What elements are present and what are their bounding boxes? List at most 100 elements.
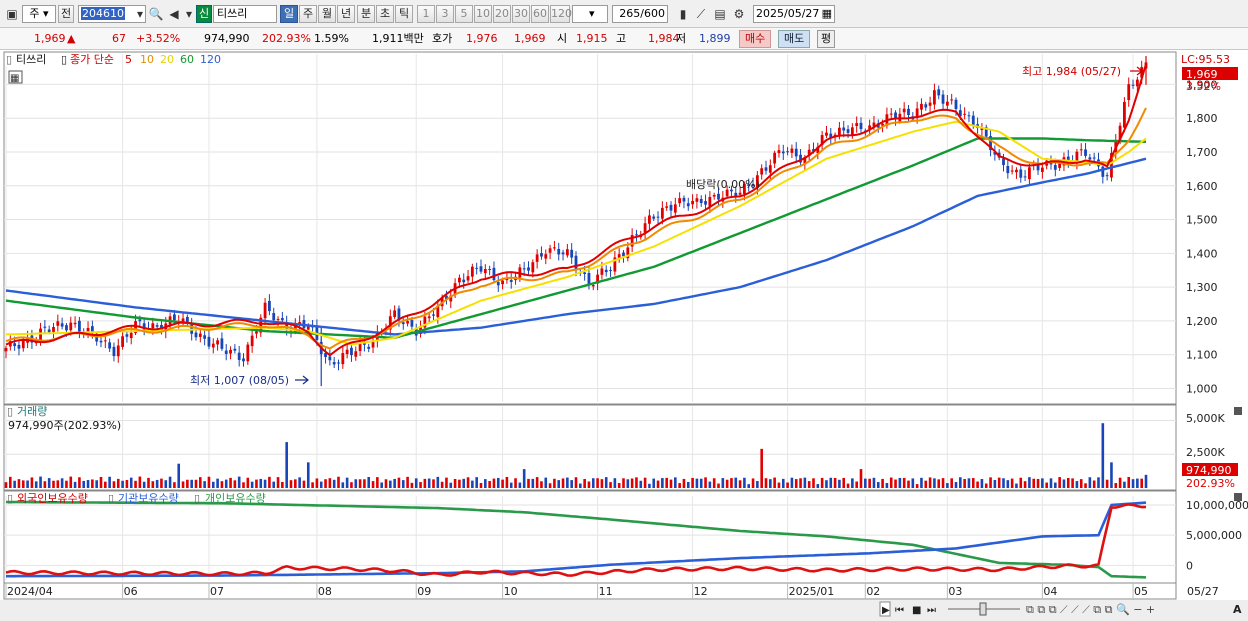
tool-icons[interactable]: ⧉ ⧉ ⧉ ⟋ ⟋ ⟋ ⧉ ⧉ 🔍 − + <box>1026 602 1155 616</box>
volume-bar <box>609 482 612 488</box>
chevron-down-icon[interactable]: ▾ <box>136 7 144 21</box>
volume-bar <box>155 479 159 488</box>
search-icon[interactable]: 🔍 <box>148 7 164 21</box>
volume-bar <box>622 478 625 488</box>
candle-body <box>263 302 267 319</box>
prev-button[interactable]: 전 <box>58 5 74 23</box>
layout-icon[interactable]: ▣ <box>6 7 18 21</box>
stock-code-input[interactable]: 204610 <box>78 5 146 23</box>
low-annotation: 최저 1,007 (08/05) <box>190 374 289 387</box>
candle-body <box>682 197 686 202</box>
volume-bar <box>928 477 932 488</box>
volume-bar <box>367 477 371 488</box>
volume-bar <box>665 477 668 488</box>
period-tick[interactable]: 틱 <box>395 5 413 23</box>
volume-bar <box>794 479 798 488</box>
volume-bar <box>712 478 716 488</box>
candle-body <box>730 189 733 192</box>
chevron-down-icon[interactable]: ▾ <box>185 7 193 21</box>
volume-bar <box>820 477 824 488</box>
date-field[interactable]: 2025/05/27 ▦ <box>753 5 835 23</box>
balance-button[interactable]: 평 <box>817 30 836 48</box>
candle-body <box>635 234 638 236</box>
scroll-right-button[interactable] <box>879 601 891 617</box>
interval-30[interactable]: 30 <box>512 5 530 23</box>
gear-icon[interactable]: ⚙ <box>733 7 745 21</box>
volume-bar <box>989 477 992 488</box>
interval-1[interactable]: 1 <box>417 5 435 23</box>
line-tool-icon[interactable]: ⟋ <box>696 7 706 21</box>
volume-bar <box>769 479 772 488</box>
volume-bar <box>915 484 919 488</box>
volume-bar <box>816 484 820 488</box>
interval-60[interactable]: 60 <box>531 5 549 23</box>
period-minute[interactable]: 분 <box>357 5 375 23</box>
speaker-icon[interactable]: ◀ <box>169 7 179 21</box>
sell-button[interactable]: 매도 <box>778 30 811 48</box>
stock-name-field[interactable]: 티쓰리 <box>213 5 277 23</box>
volume-bar <box>579 483 582 488</box>
period-type-select[interactable]: 주 ▾ <box>22 5 56 23</box>
candle-body <box>483 268 487 274</box>
period-week[interactable]: 주 <box>299 5 317 23</box>
bid-label: 호가 <box>432 32 453 45</box>
volume-bar <box>1032 478 1036 488</box>
volume-bar <box>389 480 392 488</box>
volume-panel-frame <box>3 404 1177 491</box>
volume-bar <box>125 480 129 488</box>
volume-bar <box>263 479 267 488</box>
chart-area[interactable]: 1,000 1,100 1,200 1,300 1,400 1,500 1,600 1,700… <box>0 50 1248 621</box>
ma-line-120 <box>5 157 1147 336</box>
price-tick-label: 1,700 <box>1186 146 1218 159</box>
volume-close-icon[interactable] <box>1234 407 1242 415</box>
interval-3[interactable]: 3 <box>436 5 454 23</box>
chart-svg[interactable]: 1,000 1,100 1,200 1,300 1,400 1,500 1,600 1,700… <box>0 50 1248 621</box>
period-second[interactable]: 초 <box>376 5 394 23</box>
volume-bar <box>570 480 573 488</box>
calendar-icon[interactable]: ▦ <box>821 7 832 20</box>
buy-button[interactable]: 매수 <box>739 30 772 48</box>
rewind-icon[interactable]: ⏮ <box>895 605 904 616</box>
candle-body <box>557 248 561 255</box>
forward-icon[interactable]: ⏭ <box>927 605 936 616</box>
candle-body <box>1002 158 1005 166</box>
volume-bar <box>505 476 509 488</box>
holding-close-icon[interactable] <box>1234 493 1242 501</box>
price-tick-label: 1,100 <box>1186 349 1218 362</box>
candle-body <box>660 207 664 219</box>
candle-body <box>591 285 595 287</box>
save-icon[interactable]: ▤ <box>714 7 726 21</box>
volume-bar <box>99 476 103 488</box>
interval-120[interactable]: 120 <box>550 5 572 23</box>
holding-line-0 <box>5 503 1147 577</box>
volume-bar <box>933 478 936 488</box>
volume-bar <box>56 480 60 488</box>
volume-bar <box>211 481 215 488</box>
candle-body <box>669 204 673 211</box>
candle-body <box>185 316 189 322</box>
candle-body <box>449 295 453 302</box>
zoom-slider-thumb[interactable] <box>979 602 987 616</box>
volume-bar <box>734 477 738 488</box>
candle-body <box>255 331 258 334</box>
custom-interval-select[interactable]: ▾ <box>572 5 608 23</box>
count-field[interactable]: 265/600 <box>612 5 668 23</box>
font-size-icon[interactable]: A <box>1233 603 1242 616</box>
stop-icon[interactable]: ■ <box>912 605 921 616</box>
volume-bar <box>82 480 86 488</box>
ma5-label: 5 <box>125 53 132 66</box>
interval-5[interactable]: 5 <box>455 5 473 23</box>
volume-bar <box>1010 478 1014 488</box>
interval-20[interactable]: 20 <box>493 5 511 23</box>
period-month[interactable]: 월 <box>318 5 336 23</box>
candle-body <box>103 340 107 342</box>
interval-10[interactable]: 10 <box>474 5 492 23</box>
candle-body <box>807 149 811 156</box>
table-icon[interactable] <box>8 70 23 84</box>
candle-icon[interactable]: ▮ <box>679 7 687 21</box>
period-year[interactable]: 년 <box>337 5 355 23</box>
volume-bar <box>1045 482 1048 488</box>
volume-bar <box>708 481 712 488</box>
candle-body <box>220 338 224 349</box>
period-day[interactable]: 일 <box>280 5 298 23</box>
